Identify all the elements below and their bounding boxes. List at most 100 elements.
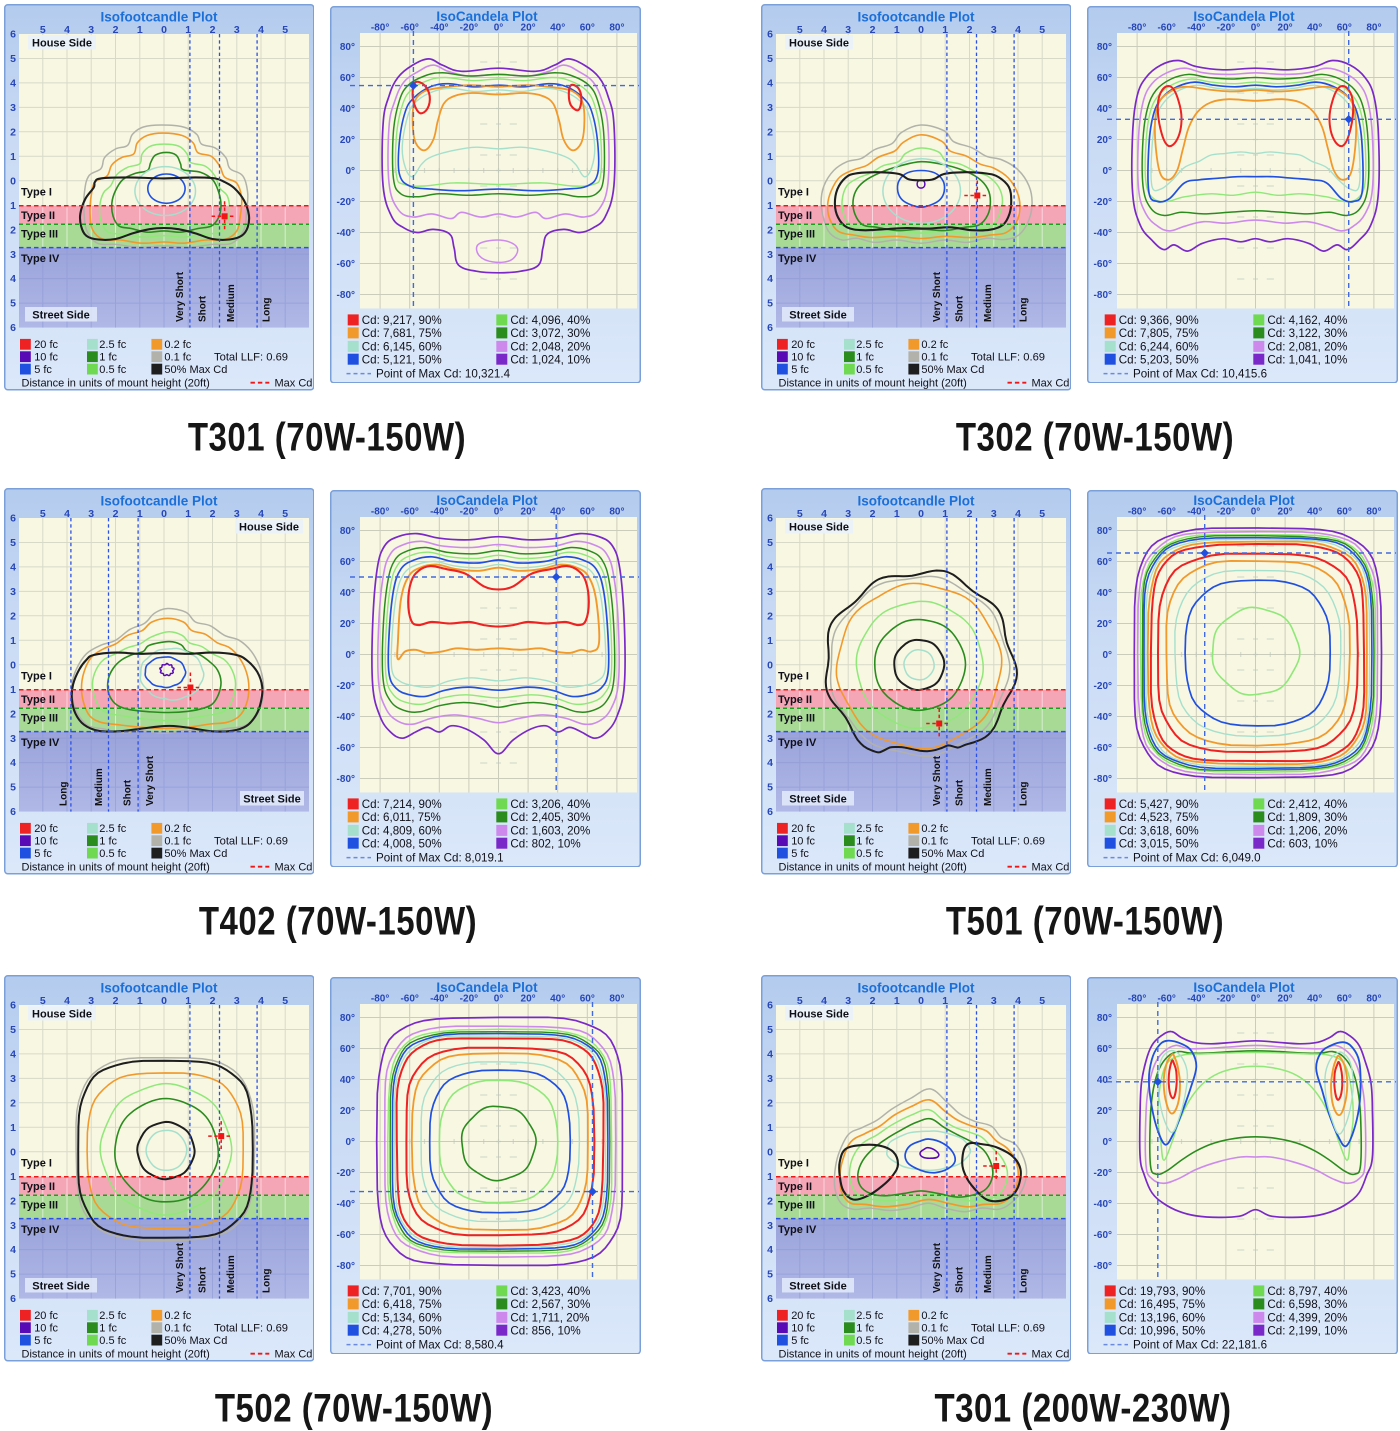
svg-text:Total LLF: 0.69: Total LLF: 0.69	[971, 352, 1045, 364]
svg-text:Isofootcandle Plot: Isofootcandle Plot	[857, 10, 975, 25]
svg-text:0.2 fc: 0.2 fc	[164, 1310, 191, 1322]
svg-text:Type IV: Type IV	[778, 737, 817, 749]
svg-text:Short: Short	[122, 779, 133, 806]
svg-text:4: 4	[258, 24, 264, 36]
svg-text:80°: 80°	[340, 1013, 355, 1024]
svg-text:80°: 80°	[609, 506, 624, 517]
svg-text:4: 4	[767, 562, 773, 574]
svg-text:40°: 40°	[340, 588, 355, 599]
svg-text:Point of Max Cd: 10,415.6: Point of Max Cd: 10,415.6	[1133, 367, 1267, 380]
svg-text:1: 1	[10, 151, 16, 163]
svg-text:20°: 20°	[1278, 993, 1293, 1004]
svg-text:Point of Max Cd: 6,049.0: Point of Max Cd: 6,049.0	[1133, 851, 1261, 864]
svg-text:Street Side: Street Side	[789, 1281, 846, 1293]
svg-text:6: 6	[767, 1000, 773, 1012]
svg-text:0°: 0°	[345, 166, 355, 177]
svg-text:Cd: 6,418, 75%: Cd: 6,418, 75%	[362, 1298, 442, 1311]
svg-text:80°: 80°	[609, 22, 624, 33]
svg-text:3: 3	[990, 508, 996, 520]
svg-text:Cd: 6,011, 75%: Cd: 6,011, 75%	[362, 811, 441, 824]
svg-text:3: 3	[88, 508, 94, 520]
svg-text:80°: 80°	[1366, 22, 1381, 33]
svg-text:3: 3	[10, 586, 16, 598]
svg-text:1: 1	[10, 200, 16, 212]
svg-text:60°: 60°	[340, 1044, 355, 1055]
svg-text:5: 5	[796, 24, 802, 36]
svg-text:Max Cd: Max Cd	[1031, 861, 1069, 873]
svg-text:1: 1	[10, 1122, 16, 1134]
svg-text:40°: 40°	[1307, 506, 1322, 517]
svg-text:80°: 80°	[1097, 526, 1112, 537]
svg-text:20°: 20°	[340, 619, 355, 630]
svg-text:4: 4	[767, 78, 773, 90]
svg-text:IsoCandela Plot: IsoCandela Plot	[1193, 980, 1295, 995]
svg-text:Total LLF: 0.69: Total LLF: 0.69	[971, 1323, 1045, 1335]
svg-text:Street Side: Street Side	[32, 310, 89, 322]
svg-text:Cd: 7,214, 90%: Cd: 7,214, 90%	[362, 798, 442, 811]
svg-text:0°: 0°	[494, 993, 504, 1004]
svg-text:Type III: Type III	[778, 1200, 815, 1212]
svg-text:Short: Short	[954, 779, 965, 806]
svg-text:Cd: 19,793, 90%: Cd: 19,793, 90%	[1119, 1285, 1205, 1298]
svg-text:Long: Long	[261, 1269, 272, 1293]
svg-text:20°: 20°	[521, 22, 536, 33]
svg-text:4: 4	[821, 995, 827, 1007]
svg-text:4: 4	[767, 1049, 773, 1061]
svg-text:0.1 fc: 0.1 fc	[921, 352, 948, 364]
svg-text:2.5 fc: 2.5 fc	[99, 823, 126, 835]
svg-text:Distance in units of mount hei: Distance in units of mount height (20ft)	[778, 377, 966, 389]
svg-text:3: 3	[990, 24, 996, 36]
svg-text:Cd: 7,701, 90%: Cd: 7,701, 90%	[362, 1285, 442, 1298]
svg-text:3: 3	[767, 1220, 773, 1232]
svg-text:0: 0	[161, 508, 167, 520]
svg-text:3: 3	[767, 586, 773, 598]
svg-text:5: 5	[767, 782, 773, 794]
svg-text:Cd: 10,996, 50%: Cd: 10,996, 50%	[1119, 1324, 1205, 1337]
svg-text:80°: 80°	[1366, 506, 1381, 517]
svg-text:80°: 80°	[1366, 993, 1381, 1004]
svg-text:-60°: -60°	[1094, 1230, 1112, 1241]
svg-text:Distance in units of mount hei: Distance in units of mount height (20ft)	[21, 861, 209, 873]
svg-text:Long: Long	[1018, 782, 1029, 806]
svg-text:40°: 40°	[550, 22, 565, 33]
svg-text:House Side: House Side	[789, 38, 849, 50]
svg-text:-20°: -20°	[460, 993, 478, 1004]
svg-text:Distance in units of mount hei: Distance in units of mount height (20ft)	[778, 1348, 966, 1360]
svg-text:Point of Max Cd: 22,181.6: Point of Max Cd: 22,181.6	[1133, 1338, 1267, 1351]
svg-text:0°: 0°	[1251, 506, 1261, 517]
svg-text:0.1 fc: 0.1 fc	[921, 1323, 948, 1335]
svg-text:20°: 20°	[521, 506, 536, 517]
svg-text:80°: 80°	[340, 526, 355, 537]
svg-text:60°: 60°	[1097, 73, 1112, 84]
svg-text:1: 1	[942, 24, 948, 36]
svg-text:0°: 0°	[1251, 22, 1261, 33]
svg-text:Cd: 6,598, 30%: Cd: 6,598, 30%	[1267, 1298, 1347, 1311]
svg-text:-40°: -40°	[1094, 1199, 1112, 1210]
svg-text:Very Short: Very Short	[145, 755, 156, 806]
svg-text:4: 4	[1015, 995, 1021, 1007]
svg-text:2: 2	[869, 508, 875, 520]
svg-text:4: 4	[1015, 24, 1021, 36]
svg-text:0: 0	[10, 659, 16, 671]
svg-text:Type II: Type II	[778, 210, 812, 222]
svg-text:40°: 40°	[340, 1075, 355, 1086]
svg-text:4: 4	[64, 995, 70, 1007]
svg-text:40°: 40°	[550, 993, 565, 1004]
svg-text:5: 5	[767, 1024, 773, 1036]
svg-text:5 fc: 5 fc	[34, 1335, 52, 1347]
svg-text:2: 2	[209, 508, 215, 520]
svg-text:2.5 fc: 2.5 fc	[99, 1310, 126, 1322]
svg-text:0°: 0°	[1102, 650, 1112, 661]
svg-text:Cd: 7,805, 75%: Cd: 7,805, 75%	[1119, 327, 1199, 340]
svg-text:Medium: Medium	[983, 1255, 994, 1293]
svg-text:20 fc: 20 fc	[34, 823, 58, 835]
svg-text:4: 4	[767, 273, 773, 285]
svg-text:-40°: -40°	[337, 1199, 355, 1210]
svg-text:60°: 60°	[580, 993, 595, 1004]
svg-text:-60°: -60°	[1157, 22, 1175, 33]
svg-text:-40°: -40°	[1094, 712, 1112, 723]
svg-text:0°: 0°	[1102, 1137, 1112, 1148]
svg-text:5: 5	[1039, 508, 1045, 520]
svg-text:1: 1	[767, 151, 773, 163]
svg-text:Type II: Type II	[21, 1181, 55, 1193]
